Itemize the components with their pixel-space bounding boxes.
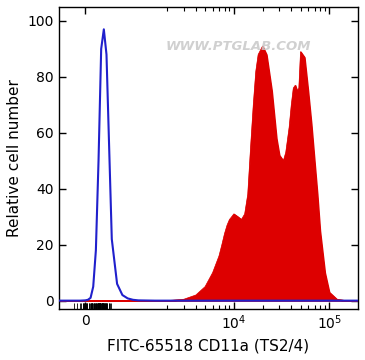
Y-axis label: Relative cell number: Relative cell number xyxy=(7,79,22,237)
Text: WWW.PTGLAB.COM: WWW.PTGLAB.COM xyxy=(166,40,311,53)
X-axis label: FITC-65518 CD11a (TS2/4): FITC-65518 CD11a (TS2/4) xyxy=(107,338,310,353)
